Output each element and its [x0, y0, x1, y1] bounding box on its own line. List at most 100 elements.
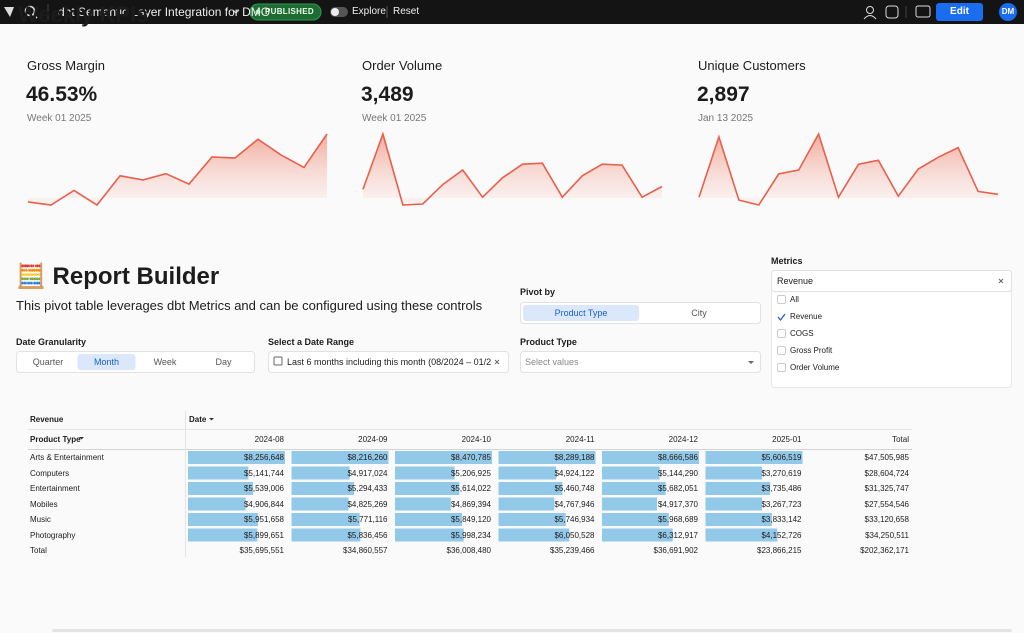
explore-label[interactable]: Explore: [352, 6, 386, 17]
column-label: 2024-10: [461, 435, 491, 444]
data-bar: [291, 497, 349, 511]
data-bar: [395, 451, 492, 464]
metrics-value[interactable]: Revenue: [777, 276, 814, 286]
dashboard-title[interactable]: dbt Semantic Layer Integration for DMO: [58, 5, 271, 19]
granularity-option[interactable]: Week: [153, 357, 177, 367]
control-label: Date Granularity: [16, 337, 87, 347]
cell-value: $6,050,528: [554, 530, 595, 540]
data-bar: [602, 466, 660, 480]
metric-option[interactable]: Gross Profit: [790, 346, 833, 355]
pivot-option[interactable]: Product Type: [554, 308, 608, 318]
status[interactable]: PUBLISHED: [265, 7, 314, 16]
data-bar: [705, 466, 763, 480]
row-total: $33,120,658: [864, 515, 910, 524]
edit-button[interactable]: [936, 3, 983, 21]
control-label: Pivot by: [520, 287, 556, 297]
metric-option[interactable]: COGS: [790, 329, 814, 338]
edit-label[interactable]: Edit: [950, 6, 969, 17]
comment-icon[interactable]: [915, 5, 931, 18]
kpi-date: Jan 13 2025: [698, 113, 754, 124]
section-title: 🧮 Report Builder: [16, 263, 220, 290]
description: This pivot table leverages dbt Metrics a…: [16, 298, 483, 313]
avatar[interactable]: [999, 3, 1017, 21]
data-bar: [188, 528, 258, 542]
cell-value: $5,682,051: [657, 484, 698, 493]
title-caret[interactable]: [232, 9, 240, 14]
data-bar: [188, 482, 254, 495]
granularity-option[interactable]: Month: [93, 357, 119, 367]
kpi-label: Unique Customers: [698, 58, 806, 73]
cell-value: $8,256,648: [243, 453, 284, 462]
row-label: Arts & Entertainment: [30, 453, 104, 462]
data-bar: [602, 451, 699, 464]
granularity-option[interactable]: Day: [215, 357, 232, 367]
metric-option[interactable]: Revenue: [790, 312, 823, 321]
column-label: 2024-12: [668, 435, 698, 444]
checkmark: [777, 313, 786, 322]
kpi-value: 3,489: [361, 83, 414, 106]
row-total: $34,250,511: [865, 530, 909, 540]
data-bar: [188, 513, 258, 526]
data-bar: [602, 513, 669, 526]
avatar-initials[interactable]: DM: [1001, 7, 1015, 16]
metric-option[interactable]: All: [790, 295, 799, 304]
pivot-option[interactable]: City: [691, 308, 707, 318]
share-icon[interactable]: [866, 6, 874, 14]
data-bar: [291, 513, 360, 526]
cell-value: $5,998,234: [450, 530, 491, 540]
kpi-label: Gross Margin: [27, 58, 106, 73]
data-bar: [291, 482, 355, 495]
select-placeholder[interactable]: Select values: [525, 357, 579, 367]
data-bar: [498, 497, 555, 511]
cell-value: $4,917,024: [347, 468, 388, 478]
cell-value: $5,539,006: [243, 484, 284, 493]
date-range-value[interactable]: Last 6 months including this month (08/2…: [287, 357, 492, 367]
cell-value: $5,746,934: [554, 515, 595, 524]
cell-value: $4,924,122: [554, 468, 595, 478]
data-bar: [705, 451, 803, 464]
kpi-date: Week 01 2025: [27, 113, 92, 124]
row-total: $28,604,724: [864, 468, 910, 478]
row-total: $27,554,546: [864, 499, 910, 509]
checkbox: [777, 295, 786, 304]
granularity-option[interactable]: Quarter: [32, 357, 64, 367]
column-label: 2025-01: [772, 435, 802, 444]
sparkline-area: [28, 134, 327, 205]
data-bar: [291, 451, 389, 464]
data-bar: [498, 513, 566, 526]
status-pill[interactable]: [249, 3, 322, 21]
cell-value: $4,906,844: [243, 499, 284, 509]
data-bar: [291, 466, 350, 480]
cell-value: $3,735,486: [761, 484, 802, 493]
cell-value: $4,917,370: [657, 499, 698, 509]
clear-icon: [494, 359, 500, 365]
sort-caret: [209, 418, 214, 421]
data-bar: [188, 497, 246, 511]
kpi-value: 46.53%: [26, 83, 98, 106]
search-icon[interactable]: [24, 5, 36, 17]
total-value: $35,239,466: [550, 546, 595, 555]
data-bar: [291, 528, 361, 542]
row-total: $47,505,985: [864, 453, 910, 462]
data-bar: [395, 497, 451, 511]
search-icon-handle: [32, 13, 38, 19]
logo[interactable]: [4, 7, 14, 17]
row-label: Music: [30, 515, 51, 524]
data-bar: [705, 497, 763, 511]
cell-value: $4,152,726: [761, 530, 802, 540]
refresh-icon[interactable]: [885, 5, 899, 19]
data-bar: [498, 466, 557, 480]
column-label: 2024-11: [565, 435, 595, 444]
metric-option[interactable]: Order Volume: [790, 363, 840, 372]
toolbar: dbt Semantic Layer Integration for DMO PU…: [0, 0, 1024, 24]
reset-button[interactable]: Reset: [393, 6, 420, 17]
cell-value: $6,312,917: [657, 530, 698, 540]
share-icon-body: [863, 15, 877, 20]
column-label: 2024-09: [358, 435, 388, 444]
control-label: Select a Date Range: [268, 337, 355, 347]
cell-value: $5,968,689: [657, 515, 698, 524]
data-bar: [395, 528, 464, 542]
status-dot: [255, 9, 261, 15]
